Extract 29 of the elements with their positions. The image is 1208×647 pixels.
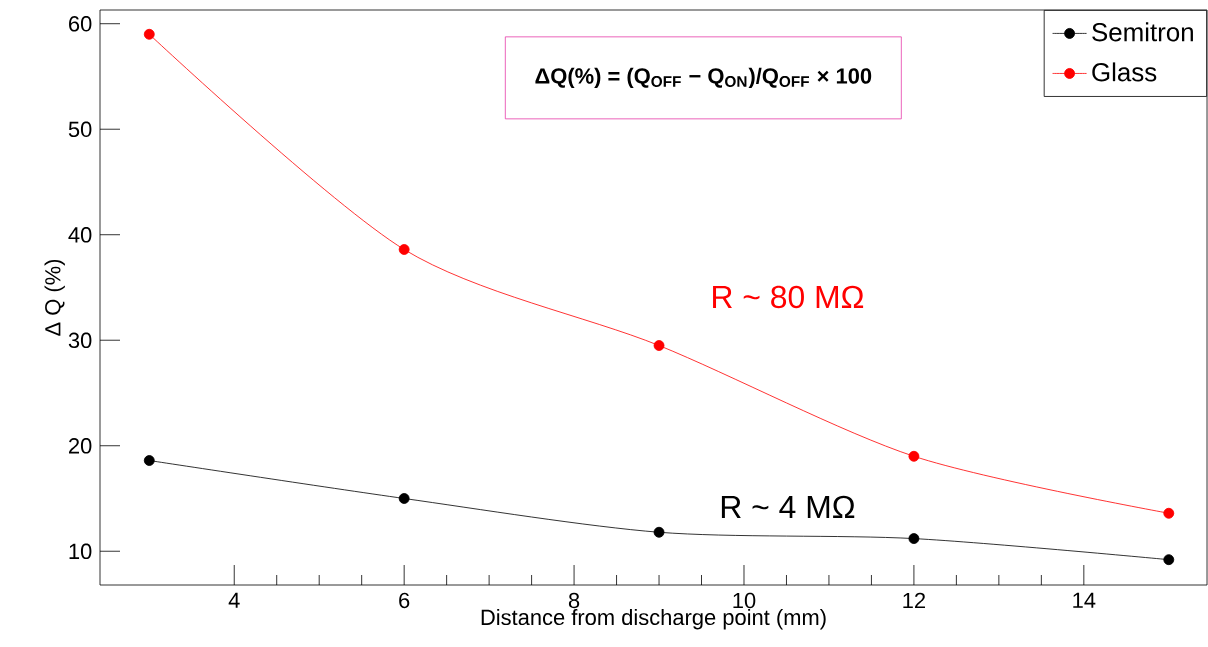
legend-label: Glass — [1092, 62, 1157, 82]
x-tick-label: 10 — [733, 592, 756, 609]
point — [143, 28, 155, 40]
x-tick-label: 4 — [228, 592, 240, 608]
annotation: ΔQ(%) = (Q$_{OFF}$ − Q$_{ON}$)/Q$_{OFF}$ × 100 — [535, 67, 872, 89]
point — [653, 340, 665, 351]
x-tick-label: 14 — [1073, 592, 1096, 608]
point — [908, 450, 920, 462]
point — [398, 244, 410, 255]
x-tick-label: 12 — [903, 592, 925, 609]
y-tick-label: 30 — [68, 332, 92, 349]
legend-label: Semitron — [1092, 22, 1193, 42]
y-tick-label: 20 — [69, 438, 92, 454]
point — [1163, 554, 1175, 566]
annotation: R ~ 4 MΩ — [721, 495, 855, 518]
point — [398, 493, 410, 504]
point — [143, 455, 155, 466]
x-axis-title: Distance from discharge point (mm) — [481, 609, 826, 630]
y-tick-label: 60 — [69, 16, 92, 32]
y-tick-label: 40 — [68, 227, 92, 243]
y-tick-label: 50 — [68, 121, 92, 138]
y-axis-title: Δ Q (%) — [44, 259, 65, 336]
y-tick-label: 10 — [69, 543, 92, 560]
point — [653, 526, 665, 538]
x-tick-label: 8 — [568, 592, 580, 609]
point — [1163, 507, 1175, 519]
x-tick-label: 6 — [399, 592, 410, 609]
annotation: R ~ 80 MΩ — [713, 285, 864, 309]
point — [908, 533, 920, 544]
